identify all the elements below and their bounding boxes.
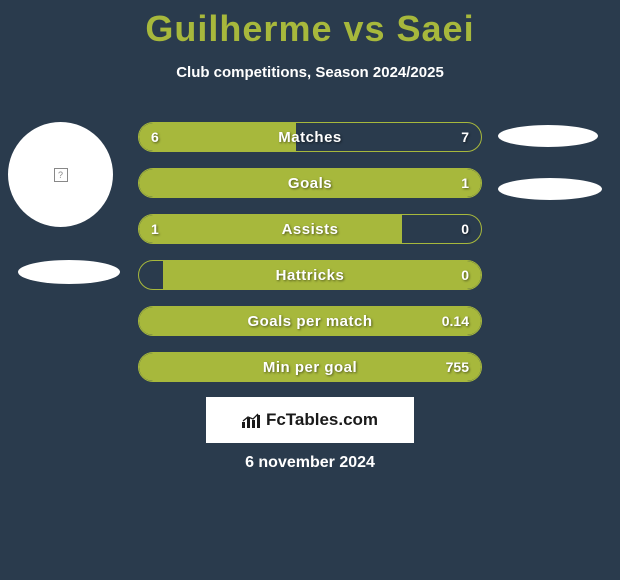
brand-chart-icon xyxy=(242,412,260,428)
brand-badge: FcTables.com xyxy=(206,397,414,443)
stat-value-right: 0 xyxy=(461,215,469,243)
stat-value-right: 7 xyxy=(461,123,469,151)
stat-bar: Min per goal755 xyxy=(138,352,482,382)
player-left-shadow xyxy=(18,260,120,284)
stat-label: Min per goal xyxy=(139,353,481,381)
date-text: 6 november 2024 xyxy=(0,454,620,472)
stat-value-left: 6 xyxy=(151,123,159,151)
player-left-avatar: ? xyxy=(8,122,113,227)
stat-label: Assists xyxy=(139,215,481,243)
stat-value-right: 1 xyxy=(461,169,469,197)
stat-bar: Goals per match0.14 xyxy=(138,306,482,336)
stat-bar: Goals1 xyxy=(138,168,482,198)
subtitle: Club competitions, Season 2024/2025 xyxy=(0,64,620,81)
stat-value-left: 1 xyxy=(151,215,159,243)
page-title: Guilherme vs Saei xyxy=(0,0,620,50)
stat-bar: Hattricks0 xyxy=(138,260,482,290)
stat-value-right: 755 xyxy=(446,353,469,381)
stats-bars: Matches67Goals1Assists10Hattricks0Goals … xyxy=(138,122,482,398)
stat-label: Goals xyxy=(139,169,481,197)
stat-label: Hattricks xyxy=(139,261,481,289)
stat-value-right: 0.14 xyxy=(442,307,469,335)
broken-image-icon: ? xyxy=(54,168,68,182)
player-right-shadow-2 xyxy=(498,178,602,200)
stat-label: Goals per match xyxy=(139,307,481,335)
brand-text: FcTables.com xyxy=(266,410,378,430)
stat-bar: Matches6 7 xyxy=(138,122,482,152)
stat-bar: Assists1 0 xyxy=(138,214,482,244)
player-right-shadow-1 xyxy=(498,125,598,147)
stat-label: Matches xyxy=(139,123,481,151)
stat-value-right: 0 xyxy=(461,261,469,289)
